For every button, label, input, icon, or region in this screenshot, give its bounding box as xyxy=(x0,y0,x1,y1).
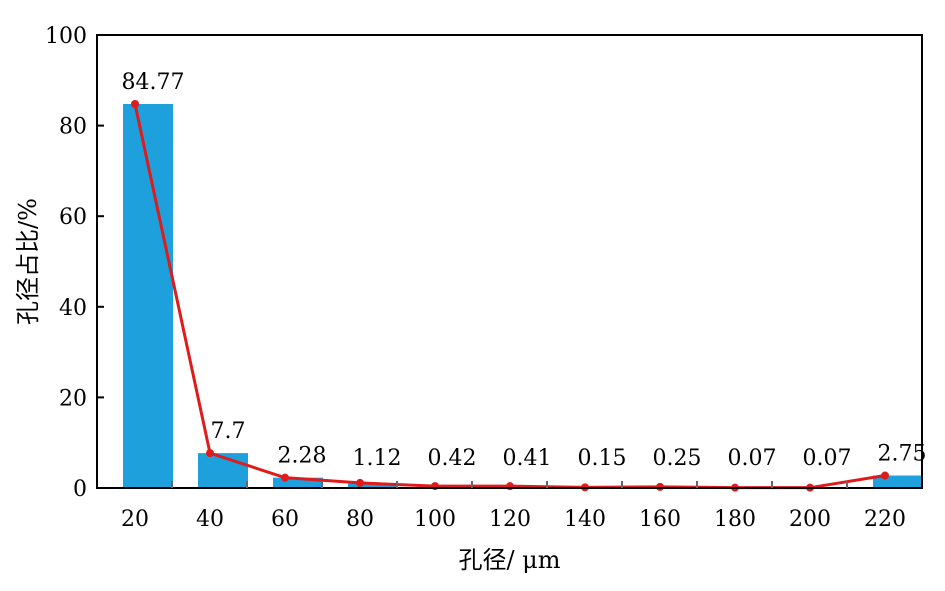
y-tick-label: 40 xyxy=(59,296,87,321)
data-label: 0.25 xyxy=(653,446,702,471)
x-tick-label: 160 xyxy=(639,507,681,532)
series-line xyxy=(133,103,886,490)
x-tick-label: 100 xyxy=(414,507,456,532)
data-label: 2.28 xyxy=(278,444,327,469)
data-label: 0.07 xyxy=(728,446,777,471)
line-point xyxy=(656,482,664,491)
line-point xyxy=(881,471,889,480)
data-label: 0.42 xyxy=(428,446,477,471)
data-label: 7.7 xyxy=(211,419,246,444)
x-axis-title: 孔径/ μm xyxy=(458,546,560,574)
x-tick-label: 140 xyxy=(564,507,606,532)
x-tick-label: 60 xyxy=(271,507,299,532)
line-point xyxy=(356,478,364,487)
y-axis-title: 孔径占比/% xyxy=(14,198,42,325)
plot-frame xyxy=(96,34,923,489)
x-tick-label: 40 xyxy=(196,507,224,532)
x-tick-label: 180 xyxy=(714,507,756,532)
data-label: 84.77 xyxy=(122,70,185,95)
y-tick-label: 0 xyxy=(73,477,87,502)
labels-layer: 84.77 7.7 2.28 1.12 0.42 0.41 0.15 0.25 0.07 0.07… xyxy=(122,70,927,471)
data-label: 0.41 xyxy=(503,446,552,471)
line-point xyxy=(131,99,139,108)
line-point xyxy=(206,449,214,458)
y-tick-label: 80 xyxy=(59,115,87,140)
ticks-layer: 0 20 40 60 80 100 20 40 60 80 100 120 140 160 180 200 22… xyxy=(45,24,906,532)
y-tick-label: 20 xyxy=(59,386,87,411)
y-tick-label: 60 xyxy=(59,205,87,230)
y-tick-label: 100 xyxy=(45,24,87,49)
data-label: 1.12 xyxy=(353,446,402,471)
bar xyxy=(348,482,398,488)
bar xyxy=(273,477,323,488)
line-point xyxy=(281,473,289,482)
x-tick-label: 20 xyxy=(121,507,149,532)
x-tick-label: 120 xyxy=(489,507,531,532)
x-tick-label: 220 xyxy=(864,507,906,532)
x-tick-label: 200 xyxy=(789,507,831,532)
data-label: 2.75 xyxy=(878,442,927,467)
data-label: 0.07 xyxy=(803,446,852,471)
data-label: 0.15 xyxy=(578,446,627,471)
x-tick-label: 80 xyxy=(346,507,374,532)
